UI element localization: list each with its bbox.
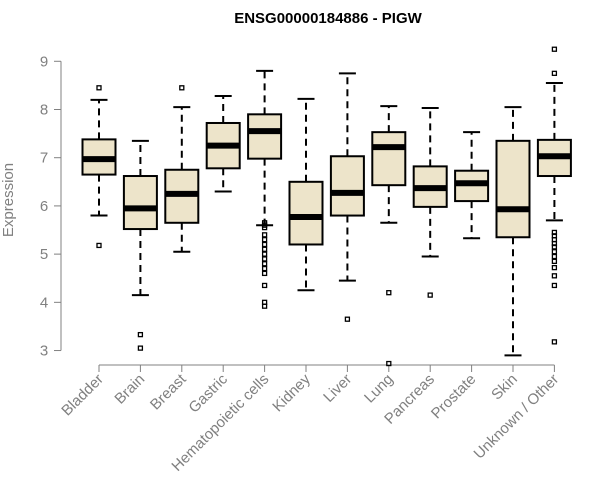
outlier-point [551,258,558,265]
outlier-point [261,224,268,231]
box-bladder [81,85,117,249]
y-tick-label: 5 [40,246,48,263]
outlier-point [261,237,268,243]
x-tick-label: Breast [147,370,190,413]
outlier-point [261,256,268,262]
x-tick-label: Bladder [58,371,107,420]
y-tick-label: 4 [40,294,48,311]
x-tick-label: Skin [488,371,521,404]
box-unknown-other [536,46,572,345]
x-tick-label: Liver [320,371,355,406]
chart-title: ENSG00000184886 - PIGW [234,10,422,27]
outlier-point [551,273,558,279]
box-hematopoietic-cells [247,69,283,309]
outlier-point [386,290,392,296]
box-skin [495,106,531,357]
x-tick-label: Lung [361,371,397,407]
iqr-box [495,139,531,239]
outlier-point [261,241,268,248]
iqr-box [329,155,365,217]
y-tick-label: 6 [40,198,48,215]
x-tick-label: Kidney [269,370,314,415]
outlier-point [261,282,268,289]
outlier-point [261,232,268,238]
y-axis-label: Expression [0,163,17,237]
x-tick-label: Brain [111,371,148,408]
y-tick-label: 7 [40,150,48,167]
outlier-point [137,345,144,351]
iqr-box [371,131,407,187]
y-tick-label: 3 [40,343,48,360]
outlier-point [261,251,268,257]
outlier-point [551,282,558,289]
outlier-point [386,360,392,367]
y-tick-label: 9 [40,53,48,70]
outlier-point [344,316,351,322]
outlier-point [179,85,185,91]
outlier-point [261,303,268,309]
outlier-point [551,244,558,250]
iqr-box [288,180,324,246]
outlier-point [261,265,268,272]
outlier-point [261,246,268,252]
box-liver [329,72,365,322]
box-breast [164,85,200,253]
outlier-point [261,261,268,267]
box-gastric [205,94,241,193]
iqr-box [122,175,158,231]
box-lung [371,105,407,367]
box-pancreas [412,107,448,298]
outlier-point [427,292,433,298]
box-kidney [288,97,324,292]
box-prostate [454,131,490,240]
outlier-point [551,264,558,271]
outlier-point [551,46,558,52]
outlier-point [551,339,558,345]
outlier-point [551,253,558,260]
boxes [81,46,572,367]
y-axis: 3 4 5 6 7 8 9 [40,53,62,360]
iqr-box [247,113,283,160]
outlier-point [137,331,144,338]
outlier-point [551,70,558,76]
y-tick-label: 8 [40,101,48,118]
x-tick-label: Prostate [428,371,480,423]
outlier-point [96,242,102,249]
box-brain [122,139,158,351]
outlier-point [261,270,268,277]
outlier-point [551,249,558,255]
outlier-point [96,85,102,91]
